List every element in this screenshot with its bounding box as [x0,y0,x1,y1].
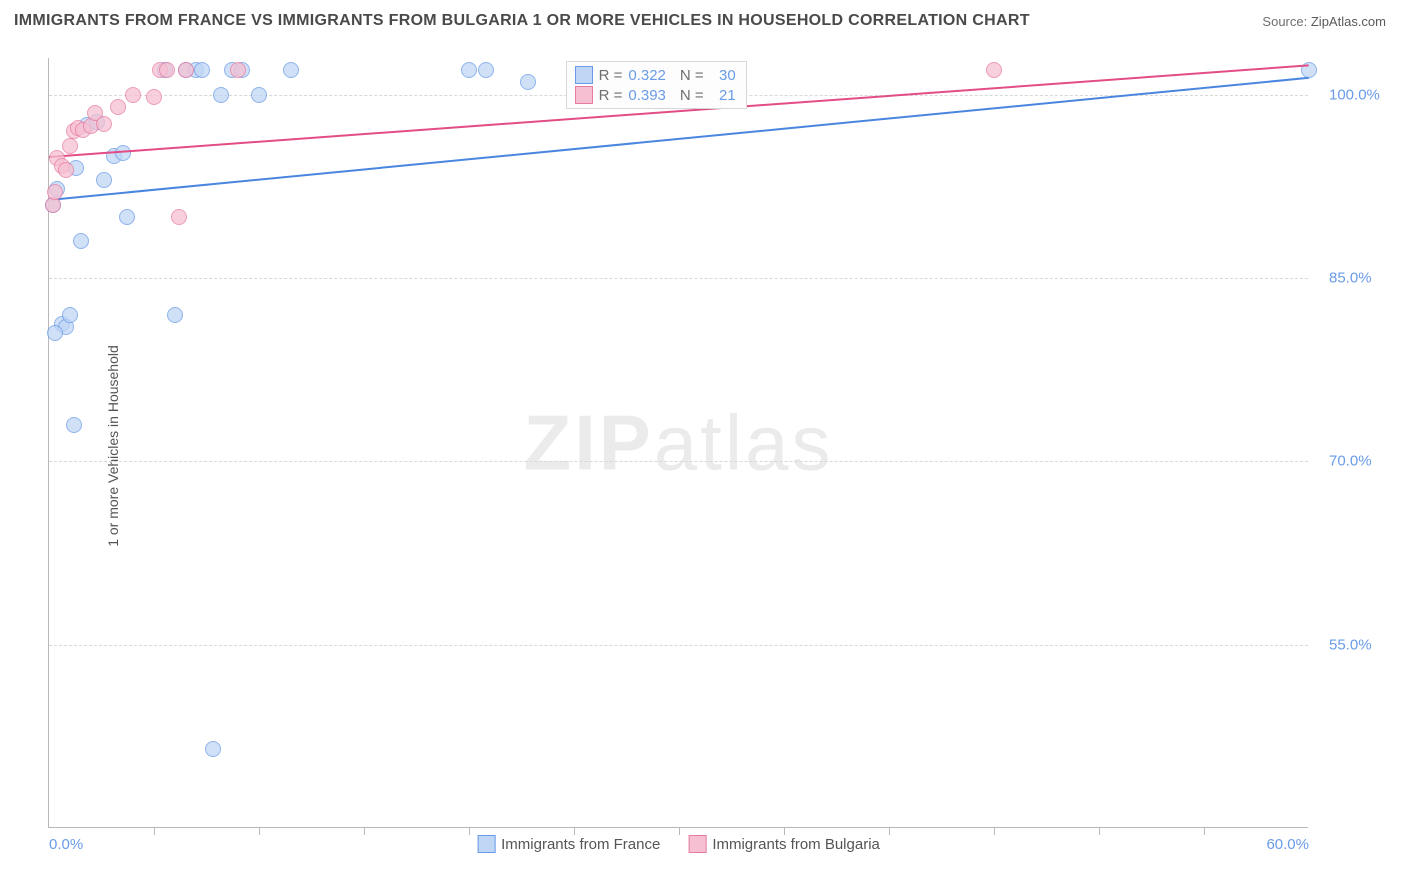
scatter-marker [47,184,63,200]
y-tick-label: 55.0% [1329,636,1372,653]
scatter-marker [73,233,89,249]
legend-n-value: 30 [710,67,736,84]
plot-area: ZIPatlas 100.0%85.0%70.0%55.0%0.0%60.0%R… [48,58,1308,828]
x-tick [574,827,575,835]
legend-label: N = [680,67,704,84]
x-tick [259,827,260,835]
source-label: Source: [1262,14,1307,29]
legend-row: R = 0.322 N = 30 [575,66,736,84]
scatter-marker [461,62,477,78]
legend-label: N = [680,87,704,104]
scatter-marker [146,89,162,105]
scatter-marker [167,307,183,323]
legend-series-name: Immigrants from Bulgaria [712,836,880,853]
scatter-marker [205,741,221,757]
source-line: Source: ZipAtlas.com [1262,14,1386,29]
legend-item: Immigrants from France [477,835,660,853]
x-tick [1099,827,1100,835]
watermark-bold: ZIP [523,398,653,486]
source-link: ZipAtlas.com [1311,14,1386,29]
legend-n-value: 21 [710,87,736,104]
scatter-marker [62,138,78,154]
x-tick-label: 0.0% [49,836,83,853]
scatter-marker [478,62,494,78]
gridline [49,278,1308,279]
scatter-marker [58,162,74,178]
scatter-marker [110,99,126,115]
scatter-marker [47,325,63,341]
legend-r-value: 0.322 [628,67,666,84]
x-tick [1204,827,1205,835]
y-tick-label: 70.0% [1329,453,1372,470]
correlation-legend: R = 0.322 N = 30 R = 0.393 N = 21 [566,61,747,109]
y-tick-label: 85.0% [1329,270,1372,287]
scatter-marker [171,209,187,225]
scatter-marker [213,87,229,103]
y-tick-label: 100.0% [1329,86,1380,103]
legend-swatch [688,835,706,853]
scatter-marker [66,417,82,433]
x-tick [889,827,890,835]
x-tick [154,827,155,835]
legend-swatch [477,835,495,853]
legend-swatch [575,86,593,104]
chart-title: IMMIGRANTS FROM FRANCE VS IMMIGRANTS FRO… [14,12,1030,30]
scatter-marker [159,62,175,78]
legend-r-value: 0.393 [628,87,666,104]
legend-series-name: Immigrants from France [501,836,660,853]
scatter-marker [96,116,112,132]
x-tick [784,827,785,835]
scatter-marker [251,87,267,103]
scatter-marker [194,62,210,78]
scatter-marker [283,62,299,78]
watermark-light: atlas [654,398,834,486]
legend-label: R = [599,67,623,84]
x-tick [679,827,680,835]
scatter-marker [115,145,131,161]
x-tick [994,827,995,835]
x-tick [364,827,365,835]
legend-swatch [575,66,593,84]
series-legend: Immigrants from France Immigrants from Bu… [477,835,880,853]
watermark: ZIPatlas [523,397,833,488]
scatter-marker [125,87,141,103]
scatter-marker [230,62,246,78]
scatter-marker [62,307,78,323]
scatter-marker [96,172,112,188]
scatter-marker [520,74,536,90]
gridline [49,461,1308,462]
legend-item: Immigrants from Bulgaria [688,835,880,853]
x-tick-label: 60.0% [1266,836,1309,853]
scatter-marker [986,62,1002,78]
scatter-marker [178,62,194,78]
legend-row: R = 0.393 N = 21 [575,86,736,104]
legend-label: R = [599,87,623,104]
gridline [49,645,1308,646]
x-tick [469,827,470,835]
scatter-marker [119,209,135,225]
